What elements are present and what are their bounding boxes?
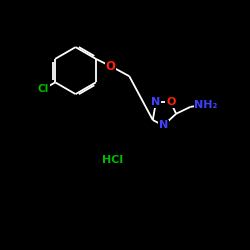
Text: NH₂: NH₂ — [194, 100, 218, 110]
Text: O: O — [106, 60, 116, 73]
Text: N: N — [159, 120, 168, 130]
Text: HCl: HCl — [102, 154, 123, 164]
Text: O: O — [166, 97, 175, 107]
Text: Cl: Cl — [38, 84, 49, 94]
Text: N: N — [151, 97, 160, 107]
